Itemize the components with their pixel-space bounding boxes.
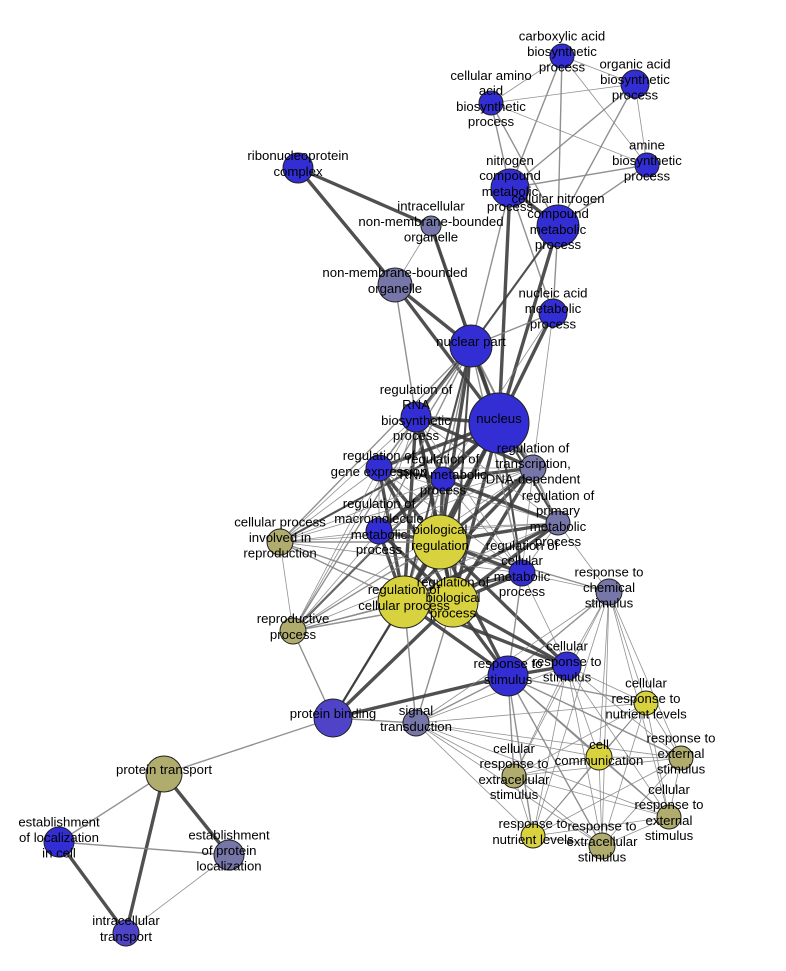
svg-text:nuclear part: nuclear part [436, 334, 506, 349]
svg-text:nucleus: nucleus [476, 411, 522, 426]
svg-text:protein binding: protein binding [290, 706, 377, 721]
svg-text:protein transport: protein transport [116, 762, 212, 777]
